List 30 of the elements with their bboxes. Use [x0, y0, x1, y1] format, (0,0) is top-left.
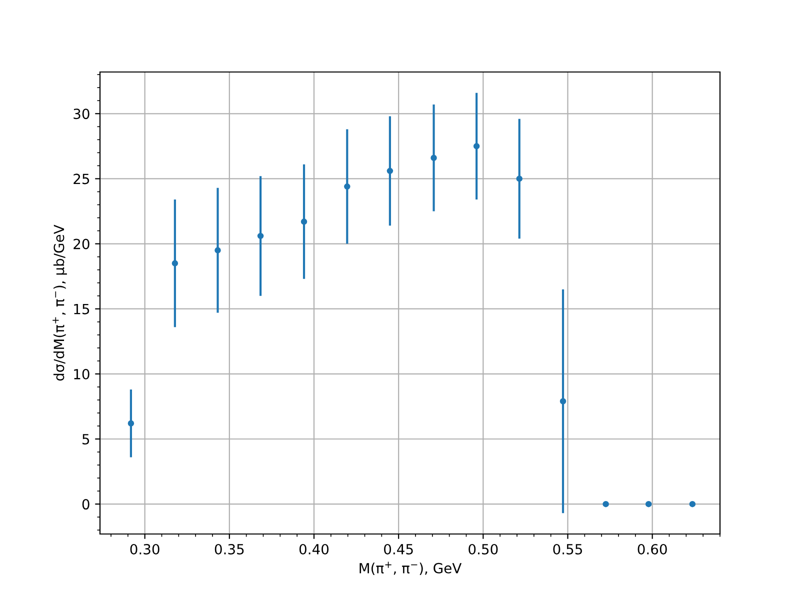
point — [172, 260, 178, 266]
point — [344, 183, 350, 190]
point — [128, 420, 134, 427]
point — [645, 500, 652, 508]
y-tick-label: 20 — [74, 238, 90, 250]
y-tick-label: 10 — [74, 368, 90, 380]
x-tick-label: 0.45 — [384, 544, 413, 554]
point — [300, 218, 308, 225]
y-tick-label: 25 — [74, 174, 90, 184]
x-tick-label: 0.40 — [299, 544, 329, 554]
point — [560, 398, 566, 404]
point — [214, 247, 221, 254]
point — [689, 500, 696, 508]
y-tick-label: 5 — [82, 434, 90, 444]
y-tick-label: 0 — [82, 499, 90, 510]
y-tick-label: 15 — [74, 304, 90, 314]
point — [516, 176, 522, 182]
x-tick-label: 0.35 — [214, 544, 244, 554]
x-tick-label: 0.50 — [468, 544, 498, 554]
x-axis-title: M(π$^{+}$, π$^{−}$), GeV — [360, 562, 462, 576]
y-tick-label: 30 — [74, 108, 90, 120]
point — [257, 232, 264, 240]
x-tick-label: 0.55 — [553, 544, 582, 554]
x-tick-label: 0.60 — [638, 544, 667, 554]
y-axis-title: dσ/dM(π$^{+}$, π$^{−}$), μb/GeV — [52, 224, 67, 381]
point — [386, 168, 394, 174]
point — [473, 143, 480, 150]
point — [602, 500, 609, 508]
x-tick-label: 0.30 — [130, 544, 160, 554]
point — [430, 154, 437, 162]
